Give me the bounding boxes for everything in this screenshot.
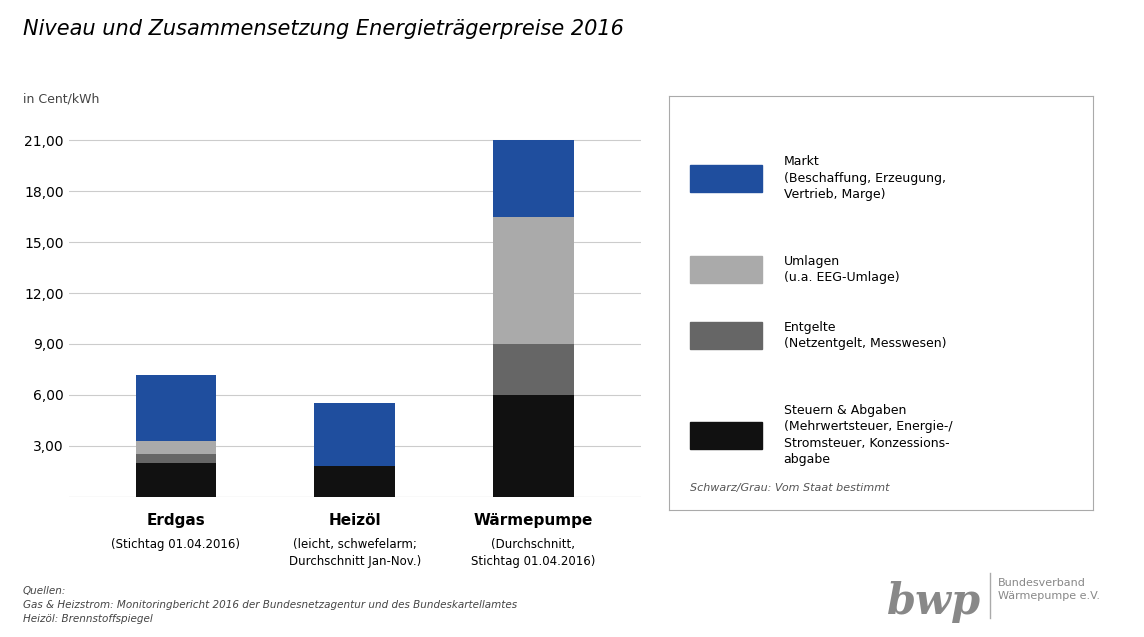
Bar: [136, 454, 216, 463]
Text: Schwarz/Grau: Vom Staat bestimmt: Schwarz/Grau: Vom Staat bestimmt: [691, 483, 890, 493]
Text: in Cent/kWh: in Cent/kWh: [23, 92, 100, 105]
Bar: [493, 217, 573, 344]
Text: bwp: bwp: [887, 581, 980, 623]
Bar: [493, 395, 573, 497]
Bar: [493, 344, 573, 395]
Bar: [136, 463, 216, 497]
Text: Erdgas: Erdgas: [146, 513, 205, 528]
Bar: [691, 256, 762, 283]
Text: (leicht, schwefelarm;
Durchschnitt Jan-Nov.): (leicht, schwefelarm; Durchschnitt Jan-N…: [288, 538, 421, 568]
Text: Wärmepumpe: Wärmepumpe: [474, 513, 593, 528]
Text: Bundesverband
Wärmepumpe e.V.: Bundesverband Wärmepumpe e.V.: [998, 578, 1099, 601]
Bar: [493, 140, 573, 217]
Bar: [691, 422, 762, 448]
Bar: [691, 165, 762, 192]
Bar: [136, 375, 216, 441]
Text: Heizöl: Heizöl: [328, 513, 381, 528]
Text: Niveau und Zusammensetzung Energieträgerpreise 2016: Niveau und Zusammensetzung Energieträger…: [23, 19, 623, 39]
Bar: [315, 466, 395, 497]
Bar: [315, 403, 395, 466]
Text: (Stichtag 01.04.2016): (Stichtag 01.04.2016): [111, 538, 240, 551]
Text: Entgelte
(Netzentgelt, Messwesen): Entgelte (Netzentgelt, Messwesen): [784, 321, 946, 350]
Text: Quellen:
Gas & Heizstrom: Monitoringbericht 2016 der Bundesnetzagentur und des B: Quellen: Gas & Heizstrom: Monitoringberi…: [23, 586, 517, 624]
Text: Markt
(Beschaffung, Erzeugung,
Vertrieb, Marge): Markt (Beschaffung, Erzeugung, Vertrieb,…: [784, 155, 946, 201]
Text: Umlagen
(u.a. EEG-Umlage): Umlagen (u.a. EEG-Umlage): [784, 255, 899, 284]
Text: (Durchschnitt,
Stichtag 01.04.2016): (Durchschnitt, Stichtag 01.04.2016): [471, 538, 596, 568]
Bar: [691, 322, 762, 349]
Text: Steuern & Abgaben
(Mehrwertsteuer, Energie-/
Stromsteuer, Konzessions-
abgabe: Steuern & Abgaben (Mehrwertsteuer, Energ…: [784, 404, 952, 466]
Bar: [136, 441, 216, 454]
